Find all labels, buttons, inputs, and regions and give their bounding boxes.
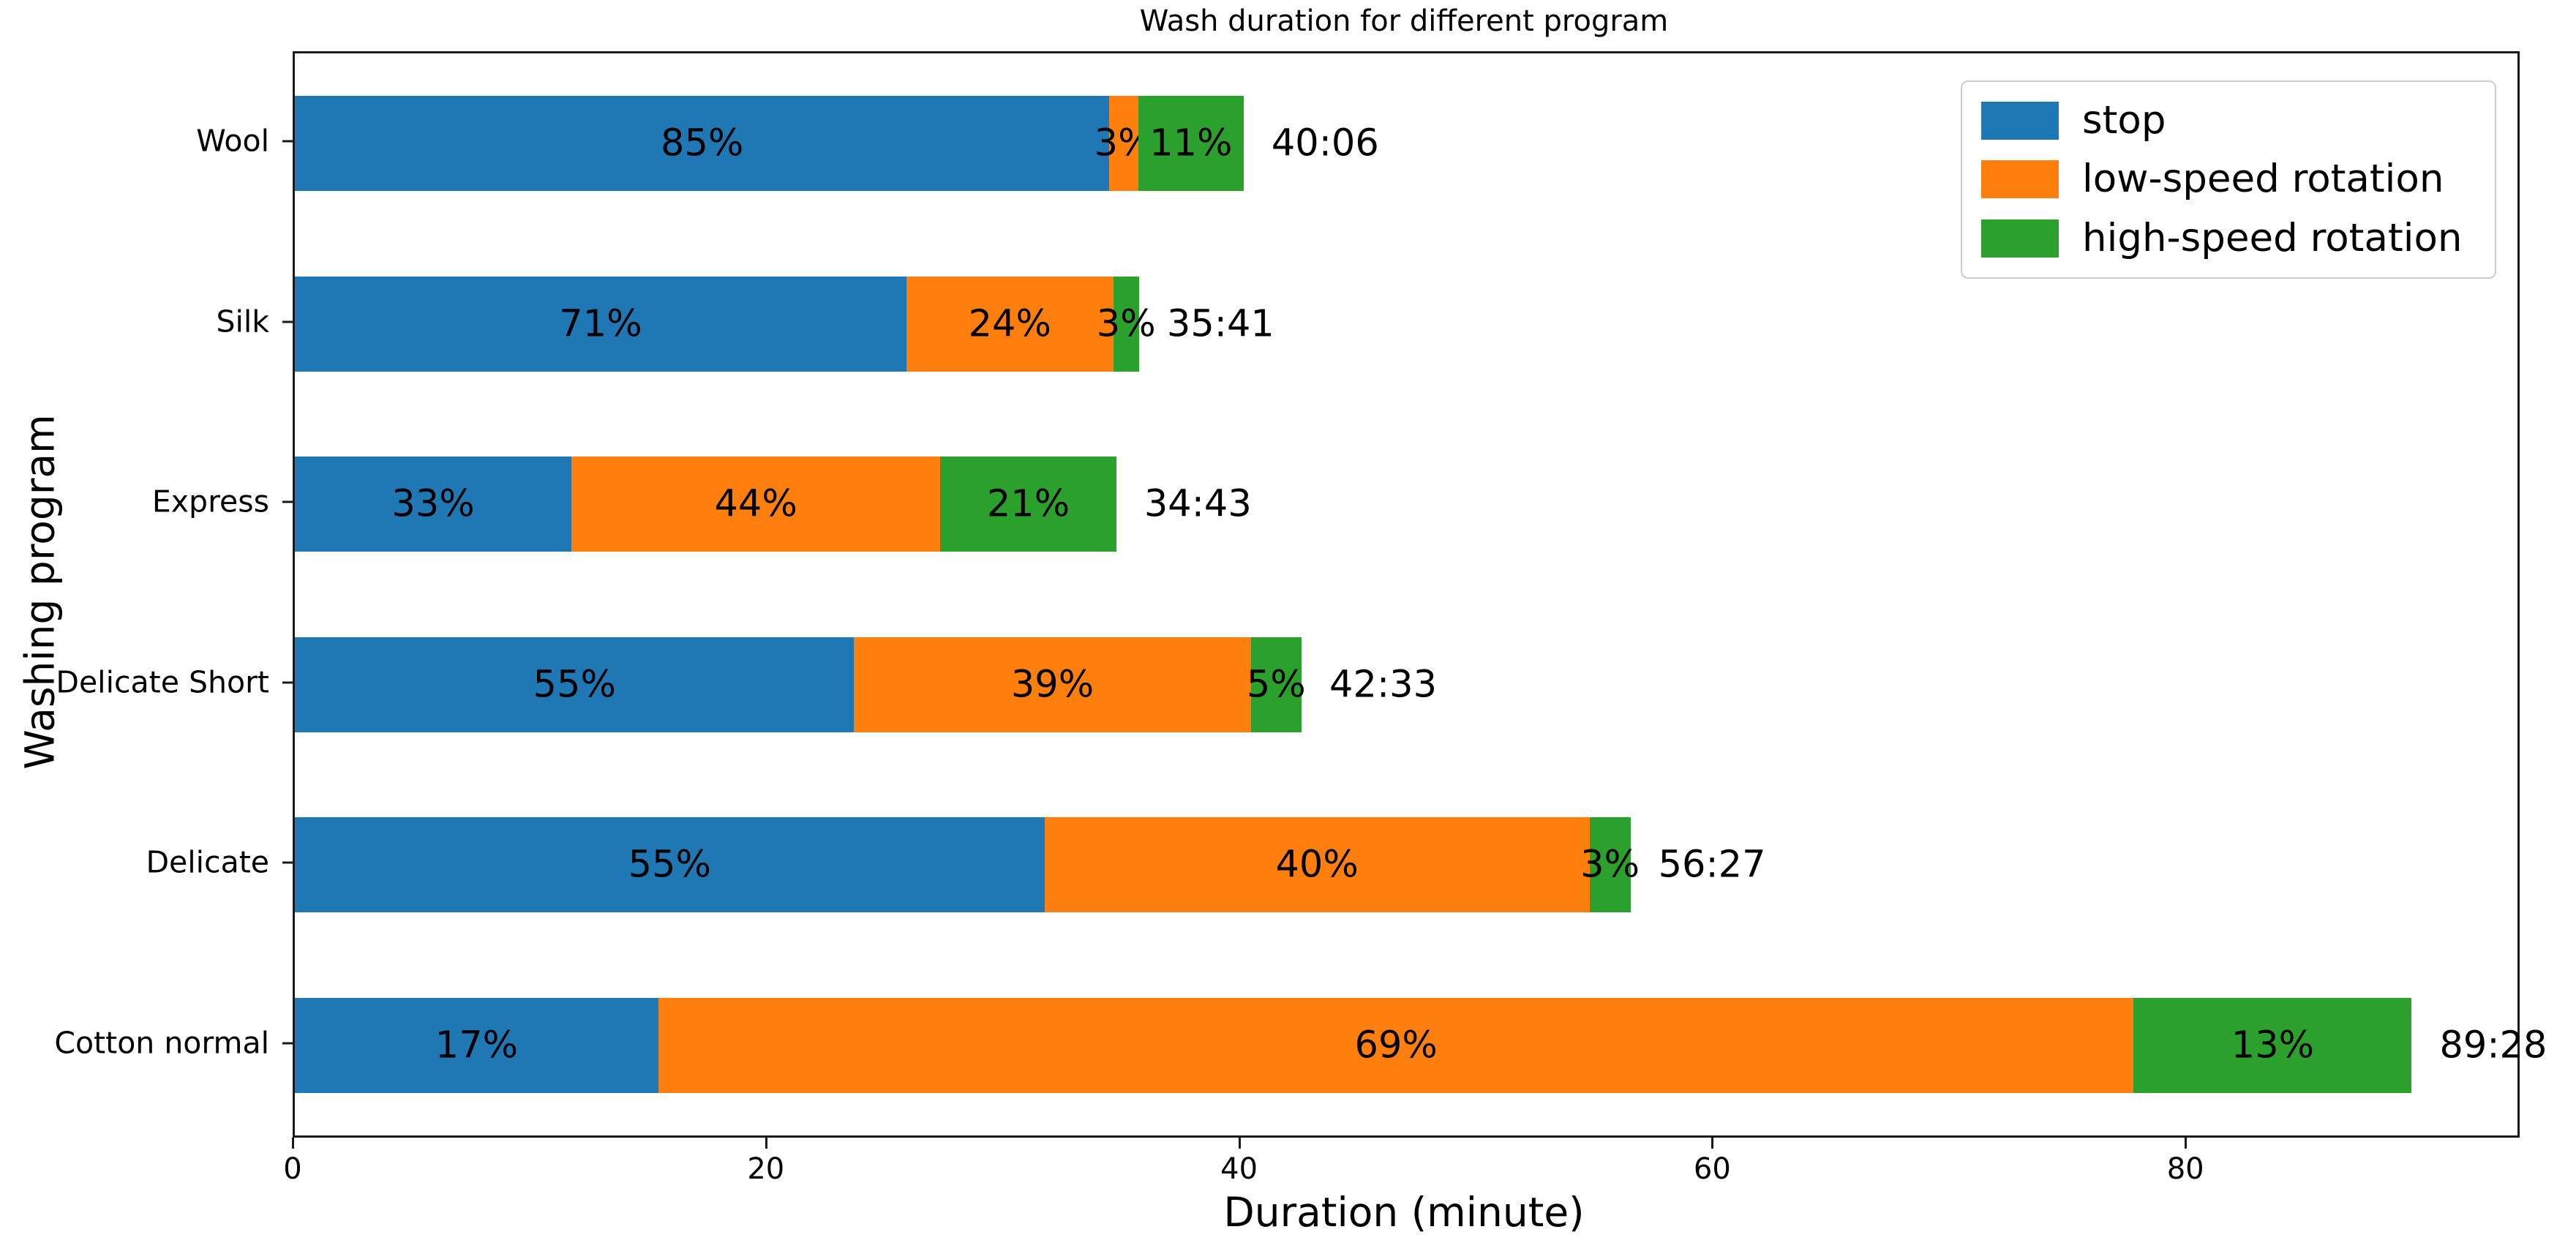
segment-percent-label: 13%: [2231, 1024, 2315, 1067]
bar-segment-high-speed-rotation: [1138, 96, 1244, 192]
bar-segment-high-speed-rotation: [940, 457, 1116, 552]
xtick-mark: [292, 1138, 294, 1149]
ytick-label-express: Express: [151, 484, 269, 519]
bar-segment-high-speed-rotation: [1589, 817, 1631, 913]
legend-swatch-icon: [1981, 219, 2059, 258]
legend-item-stop: stop: [1981, 97, 2476, 145]
segment-percent-label: 55%: [533, 663, 616, 707]
x-axis-title: Duration (minute): [1223, 1189, 1585, 1236]
xtick-mark: [2185, 1138, 2188, 1149]
bar-segment-stop: [295, 96, 1110, 192]
ytick-mark: [282, 861, 293, 864]
bar-total-label: 40:06: [1271, 121, 1379, 165]
bar-total-label: 34:43: [1144, 482, 1252, 526]
segment-percent-label: 44%: [714, 482, 797, 526]
ytick-mark: [282, 320, 293, 323]
ytick-label-wool: Wool: [196, 123, 269, 159]
legend-item-high-speed-rotation: high-speed rotation: [1981, 214, 2476, 263]
y-axis-title: Washing program: [16, 414, 64, 770]
bar-segment-low-speed-rotation: [906, 276, 1114, 372]
legend-swatch-icon: [1981, 160, 2059, 199]
bar-segment-low-speed-rotation: [658, 997, 2134, 1093]
segment-percent-label: 11%: [1149, 121, 1233, 165]
bar-segment-stop: [295, 817, 1045, 913]
bar-total-label: 89:28: [2439, 1024, 2547, 1067]
xtick-label-80: 80: [2166, 1152, 2204, 1186]
bar-segment-stop: [295, 636, 855, 732]
ytick-label-silk: Silk: [216, 304, 269, 339]
xtick-mark: [765, 1138, 767, 1149]
bar-segment-high-speed-rotation: [1250, 636, 1302, 732]
segment-percent-label: 5%: [1246, 663, 1306, 707]
segment-percent-label: 71%: [559, 302, 642, 346]
ytick-label-delicate: Delicate: [146, 844, 269, 880]
ytick-mark: [282, 1042, 293, 1045]
segment-percent-label: 17%: [435, 1024, 519, 1067]
ytick-label-cotton-normal: Cotton normal: [54, 1025, 269, 1061]
segment-percent-label: 24%: [968, 302, 1051, 346]
bar-total-label: 35:41: [1166, 302, 1274, 346]
bar-segment-stop: [295, 997, 658, 1093]
bar-segment-stop: [295, 276, 906, 372]
legend-label: high-speed rotation: [2082, 215, 2463, 260]
bar-segment-high-speed-rotation: [2133, 997, 2412, 1093]
legend-swatch-icon: [1981, 102, 2059, 140]
xtick-mark: [1711, 1138, 1714, 1149]
bar-total-label: 42:33: [1329, 663, 1438, 707]
segment-percent-label: 33%: [391, 482, 475, 526]
segment-percent-label: 55%: [628, 843, 711, 887]
xtick-label-0: 0: [283, 1152, 302, 1186]
bar-segment-high-speed-rotation: [1113, 276, 1139, 372]
bar-segment-low-speed-rotation: [571, 457, 941, 552]
segment-percent-label: 69%: [1354, 1024, 1438, 1067]
xtick-mark: [1238, 1138, 1241, 1149]
ytick-mark: [282, 500, 293, 503]
segment-percent-label: 3%: [1580, 843, 1640, 887]
xtick-label-60: 60: [1693, 1152, 1731, 1186]
ytick-label-delicate-short: Delicate Short: [56, 664, 269, 700]
segment-percent-label: 21%: [986, 482, 1070, 526]
xtick-label-20: 20: [747, 1152, 785, 1186]
xtick-label-40: 40: [1220, 1152, 1258, 1186]
chart-title: Wash duration for different program: [1139, 4, 1669, 38]
legend-label: low-speed rotation: [2082, 157, 2444, 202]
legend-item-low-speed-rotation: low-speed rotation: [1981, 155, 2476, 203]
segment-percent-label: 40%: [1275, 843, 1359, 887]
ytick-mark: [282, 140, 293, 143]
legend: stop low-speed rotation high-speed rotatio…: [1961, 80, 2496, 279]
ytick-mark: [282, 681, 293, 684]
segment-percent-label: 39%: [1010, 663, 1094, 707]
bar-segment-low-speed-rotation: [1109, 96, 1138, 192]
bar-total-label: 56:27: [1658, 843, 1766, 887]
bar-segment-low-speed-rotation: [854, 636, 1251, 732]
segment-percent-label: 85%: [661, 121, 744, 165]
bar-segment-low-speed-rotation: [1044, 817, 1590, 913]
segment-percent-label: 3%: [1096, 302, 1156, 346]
legend-label: stop: [2082, 98, 2166, 143]
bar-segment-stop: [295, 457, 572, 552]
